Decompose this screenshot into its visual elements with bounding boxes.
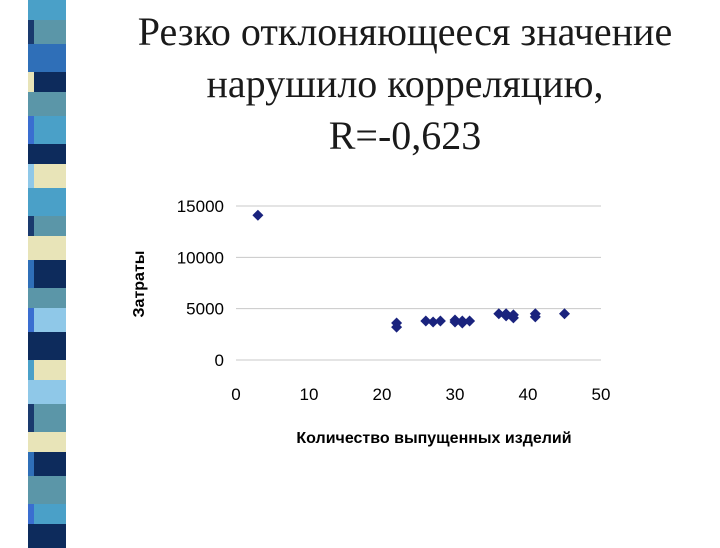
decor-stripe-inset xyxy=(34,216,66,236)
chart-gridlines xyxy=(236,205,601,361)
decor-stripe xyxy=(28,72,66,92)
data-point xyxy=(464,315,476,327)
decor-stripe xyxy=(28,524,66,548)
decor-stripe xyxy=(28,432,66,452)
decor-stripe xyxy=(28,404,66,432)
data-point xyxy=(427,316,439,328)
x-axis-tick-labels: 0 10 20 30 40 50 xyxy=(231,385,610,404)
decor-stripe-inset xyxy=(34,116,66,144)
decor-stripe xyxy=(28,288,66,308)
scatter-chart: 0 5000 10000 15000 0 10 20 30 40 50 Затраты Коли… xyxy=(131,197,610,447)
data-point xyxy=(252,209,264,221)
data-point xyxy=(391,317,403,329)
decor-stripe xyxy=(28,44,66,72)
decor-stripe xyxy=(28,0,66,20)
data-point xyxy=(449,314,461,326)
data-points xyxy=(252,209,570,333)
y-axis-tick-labels: 0 5000 10000 15000 xyxy=(177,197,224,370)
decor-stripe xyxy=(28,20,66,44)
slide-title: Резко отклоняющееся значение нарушило ко… xyxy=(90,6,720,162)
title-line-2: нарушило корреляцию, xyxy=(206,61,604,106)
x-tick-label: 50 xyxy=(592,385,611,404)
x-tick-label: 20 xyxy=(373,385,392,404)
data-point xyxy=(420,315,432,327)
x-tick-label: 10 xyxy=(300,385,319,404)
decor-stripe-inset xyxy=(34,404,66,432)
y-tick-label: 0 xyxy=(215,351,224,370)
decor-stripe xyxy=(28,260,66,288)
decor-stripe xyxy=(28,452,66,476)
decor-stripe-inset xyxy=(34,164,66,188)
decor-stripe xyxy=(28,236,66,260)
decor-stripe-inset xyxy=(34,504,66,524)
decor-stripe xyxy=(28,116,66,144)
data-point xyxy=(559,308,570,320)
y-tick-label: 5000 xyxy=(186,300,224,319)
decor-stripe xyxy=(28,144,66,164)
decor-stripe xyxy=(28,164,66,188)
decor-stripe xyxy=(28,380,66,404)
y-tick-label: 10000 xyxy=(177,248,224,267)
data-point xyxy=(507,309,519,321)
title-line-1: Резко отклоняющееся значение xyxy=(137,9,673,54)
decor-stripe xyxy=(28,476,66,504)
decor-stripe-inset xyxy=(34,72,66,92)
data-point xyxy=(529,311,541,323)
data-point xyxy=(456,315,468,327)
decor-stripe xyxy=(28,188,66,216)
decor-stripe-inset xyxy=(34,452,66,476)
x-axis-title: Количество выпущенных изделий xyxy=(296,430,571,447)
x-tick-label: 0 xyxy=(231,385,240,404)
x-tick-label: 30 xyxy=(446,385,465,404)
decor-stripe xyxy=(28,92,66,116)
decor-stripe xyxy=(28,504,66,524)
decor-stripe-inset xyxy=(34,20,66,44)
decor-stripe xyxy=(28,216,66,236)
decor-stripe-inset xyxy=(34,360,66,380)
decorative-stripe-bar xyxy=(28,0,66,548)
title-line-3: R=-0,623 xyxy=(328,113,482,158)
y-tick-label: 15000 xyxy=(177,197,224,216)
x-tick-label: 40 xyxy=(519,385,538,404)
decor-stripe-inset xyxy=(34,308,66,332)
data-point xyxy=(434,315,446,327)
y-axis-title: Затраты xyxy=(131,251,148,318)
decor-stripe xyxy=(28,308,66,332)
decor-stripe-inset xyxy=(34,260,66,288)
decor-stripe xyxy=(28,360,66,380)
decor-stripe xyxy=(28,332,66,360)
